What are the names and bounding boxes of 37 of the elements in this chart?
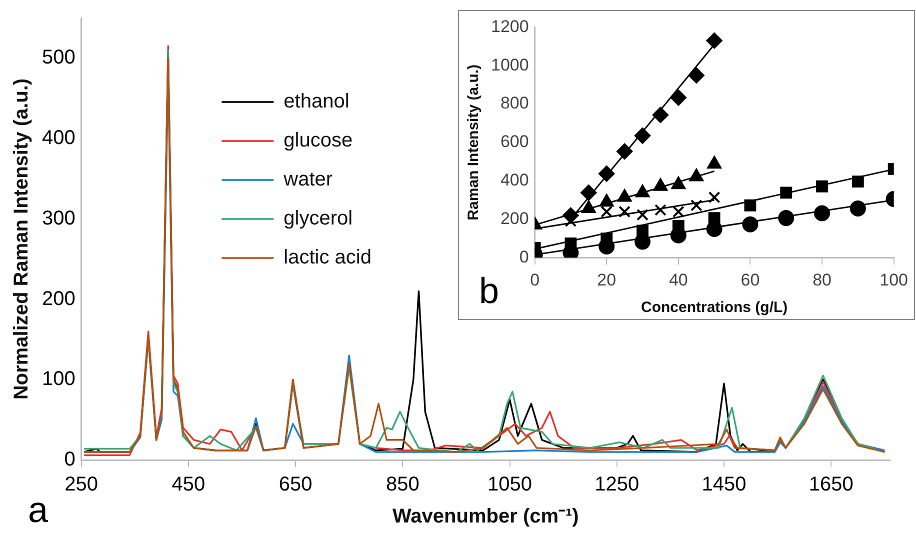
y-tick-label: 100 <box>42 368 76 390</box>
legend-label: water <box>282 168 333 191</box>
y-axis-title: Raman Intensity (a.u.) <box>465 64 482 220</box>
x-axis-title: Concentrations (g/L) <box>640 299 788 316</box>
y-tick-label: 400 <box>42 127 76 150</box>
y-tick-label: 1200 <box>490 16 529 36</box>
x-tick-label: 1050 <box>488 474 532 496</box>
x-tick-label: 60 <box>740 270 760 290</box>
x-tick-label: 80 <box>812 270 832 290</box>
annotation: b <box>479 270 500 311</box>
legend-label: lactic acid <box>284 246 372 269</box>
x-tick-label: 650 <box>278 474 312 496</box>
y-tick-label: 0 <box>64 448 76 471</box>
y-tick-label: 800 <box>500 94 529 113</box>
x-axis-title: Wavenumber (cm⁻¹) <box>392 506 579 528</box>
x-tick-label: 1250 <box>594 474 640 496</box>
legend-label: glycerol <box>284 208 353 230</box>
x-tick-label: 250 <box>64 474 98 496</box>
x-tick-label: 40 <box>668 270 688 290</box>
legend-label: ethanol <box>284 90 350 113</box>
y-axis-title: Normalized Raman Intensity (a.u.) <box>10 78 33 400</box>
x-tick-label: 1450 <box>702 474 746 496</box>
y-tick-label: 0 <box>519 247 529 266</box>
y-tick-label: 500 <box>42 46 76 69</box>
y-tick-label: 400 <box>500 170 529 190</box>
x-tick-label: 450 <box>172 474 206 496</box>
y-tick-label: 600 <box>500 132 529 152</box>
x-tick-label: 850 <box>386 474 420 496</box>
x-tick-label: 20 <box>597 270 616 290</box>
x-tick-label: 100 <box>880 270 908 290</box>
text: a <box>28 489 49 530</box>
y-tick-label: 200 <box>500 208 529 228</box>
x-tick-label: 1650 <box>808 474 854 496</box>
y-tick-label: 300 <box>42 207 76 230</box>
y-tick-label: 200 <box>42 288 76 310</box>
y-tick-label: 1000 <box>490 55 529 74</box>
legend-label: glucose <box>284 130 353 152</box>
